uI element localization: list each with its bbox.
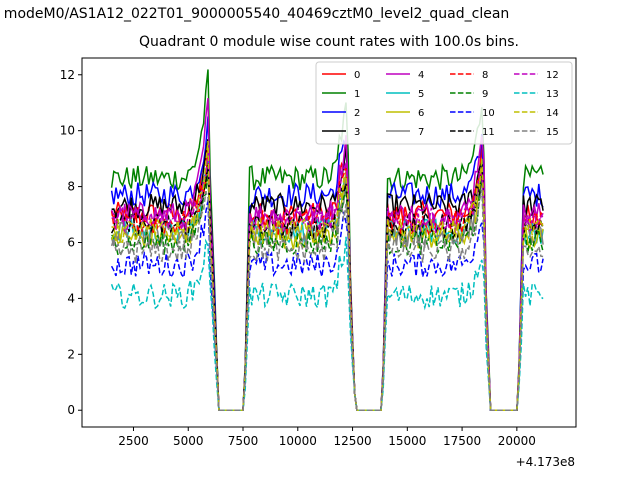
legend-label-12: 12 [546, 70, 559, 81]
x-tick-label: 12500 [333, 434, 371, 448]
series-line-3 [111, 138, 544, 411]
y-tick-label: 0 [67, 403, 75, 417]
series-line-9 [111, 164, 544, 411]
x-offset-label: +4.173e8 [516, 455, 575, 469]
x-tick-label: 17500 [443, 434, 481, 448]
legend-label-9: 9 [482, 89, 488, 100]
legend-label-6: 6 [418, 108, 424, 119]
x-tick-label: 10000 [279, 434, 317, 448]
series-line-14 [110, 140, 544, 411]
x-tick-label: 2500 [118, 434, 149, 448]
y-tick-label: 4 [67, 291, 75, 305]
series-line-12 [110, 152, 544, 411]
legend-label-11: 11 [482, 127, 495, 138]
x-axis: 2500 5000 7500 10000 12500 15000 17500 20000 [118, 427, 536, 448]
y-axis: 0 2 4 6 8 10 12 [60, 68, 82, 417]
series-line-4 [111, 98, 544, 411]
series-line-13 [110, 236, 544, 411]
legend-label-7: 7 [418, 127, 424, 138]
legend-label-4: 4 [418, 70, 424, 81]
legend-label-10: 10 [482, 108, 495, 119]
x-tick-label: 15000 [388, 434, 426, 448]
x-tick-label: 5000 [173, 434, 204, 448]
plot-lines [110, 69, 544, 411]
legend-label-2: 2 [354, 108, 360, 119]
y-tick-label: 8 [67, 180, 75, 194]
series-line-1 [110, 69, 544, 411]
figure-suptitle: n file: modeM0/AS1A12_022T01_9000005540_… [0, 6, 510, 22]
y-tick-label: 6 [67, 236, 75, 250]
legend-label-1: 1 [354, 89, 360, 100]
y-tick-label: 12 [60, 68, 75, 82]
legend-box [315, 61, 573, 145]
series-line-11 [110, 162, 544, 411]
legend-label-3: 3 [354, 127, 360, 138]
legend-label-8: 8 [482, 70, 488, 81]
x-tick-label: 20000 [498, 434, 536, 448]
y-tick-label: 10 [60, 124, 75, 138]
legend-label-14: 14 [546, 108, 559, 119]
legend-label-0: 0 [354, 70, 360, 81]
x-tick-label: 7500 [228, 434, 259, 448]
series-line-15 [110, 189, 544, 411]
legend-label-13: 13 [546, 89, 559, 100]
legend-label-15: 15 [546, 127, 559, 138]
y-tick-label: 2 [67, 347, 75, 361]
chart-title: Quadrant 0 module wise count rates with … [139, 34, 519, 50]
legend-label-5: 5 [418, 89, 424, 100]
